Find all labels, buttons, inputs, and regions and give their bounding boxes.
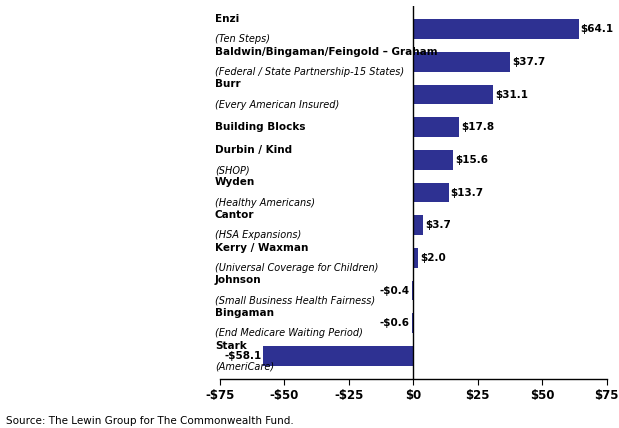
Bar — [413, 150, 453, 170]
Bar — [413, 117, 459, 137]
Bar — [412, 313, 413, 333]
Text: Bingaman: Bingaman — [215, 308, 274, 318]
Text: (Small Business Health Fairness): (Small Business Health Fairness) — [215, 296, 375, 306]
Text: Baldwin/Bingaman/Feingold – Graham: Baldwin/Bingaman/Feingold – Graham — [215, 47, 438, 57]
Bar — [413, 183, 449, 202]
Text: Source: The Lewin Group for The Commonwealth Fund.: Source: The Lewin Group for The Commonwe… — [6, 416, 294, 426]
Bar — [412, 281, 413, 300]
Text: Burr: Burr — [215, 80, 240, 89]
Text: -$0.4: -$0.4 — [380, 285, 410, 296]
Text: -$0.6: -$0.6 — [379, 318, 410, 328]
Text: Kerry / Waxman: Kerry / Waxman — [215, 243, 308, 253]
Text: (End Medicare Waiting Period): (End Medicare Waiting Period) — [215, 328, 363, 339]
Bar — [413, 248, 418, 268]
Text: (Federal / State Partnership-15 States): (Federal / State Partnership-15 States) — [215, 67, 404, 77]
Text: (Universal Coverage for Children): (Universal Coverage for Children) — [215, 263, 378, 273]
Text: Building Blocks: Building Blocks — [215, 122, 305, 132]
Text: $64.1: $64.1 — [581, 24, 613, 34]
Text: (Every American Insured): (Every American Insured) — [215, 100, 339, 110]
Text: $2.0: $2.0 — [420, 253, 446, 263]
Text: Wyden: Wyden — [215, 178, 255, 187]
Text: (Ten Steps): (Ten Steps) — [215, 34, 270, 45]
Text: $17.8: $17.8 — [461, 122, 495, 132]
Text: $31.1: $31.1 — [495, 89, 529, 100]
Bar — [413, 215, 423, 235]
Text: (HSA Expansions): (HSA Expansions) — [215, 230, 301, 241]
Bar — [413, 20, 579, 39]
Text: (SHOP): (SHOP) — [215, 165, 249, 175]
Bar — [413, 85, 493, 104]
Bar — [263, 346, 413, 366]
Text: Stark: Stark — [215, 341, 246, 351]
Text: Durbin / Kind: Durbin / Kind — [215, 145, 292, 155]
Text: $3.7: $3.7 — [425, 220, 451, 230]
Text: Johnson: Johnson — [215, 276, 261, 285]
Text: $13.7: $13.7 — [451, 187, 483, 198]
Text: -$58.1: -$58.1 — [224, 351, 261, 361]
Text: $15.6: $15.6 — [456, 155, 488, 165]
Text: (AmeriCare): (AmeriCare) — [215, 361, 274, 371]
Bar — [413, 52, 511, 72]
Text: Cantor: Cantor — [215, 210, 254, 220]
Text: $37.7: $37.7 — [513, 57, 546, 67]
Text: (Healthy Americans): (Healthy Americans) — [215, 198, 315, 208]
Text: Enzi: Enzi — [215, 14, 239, 24]
